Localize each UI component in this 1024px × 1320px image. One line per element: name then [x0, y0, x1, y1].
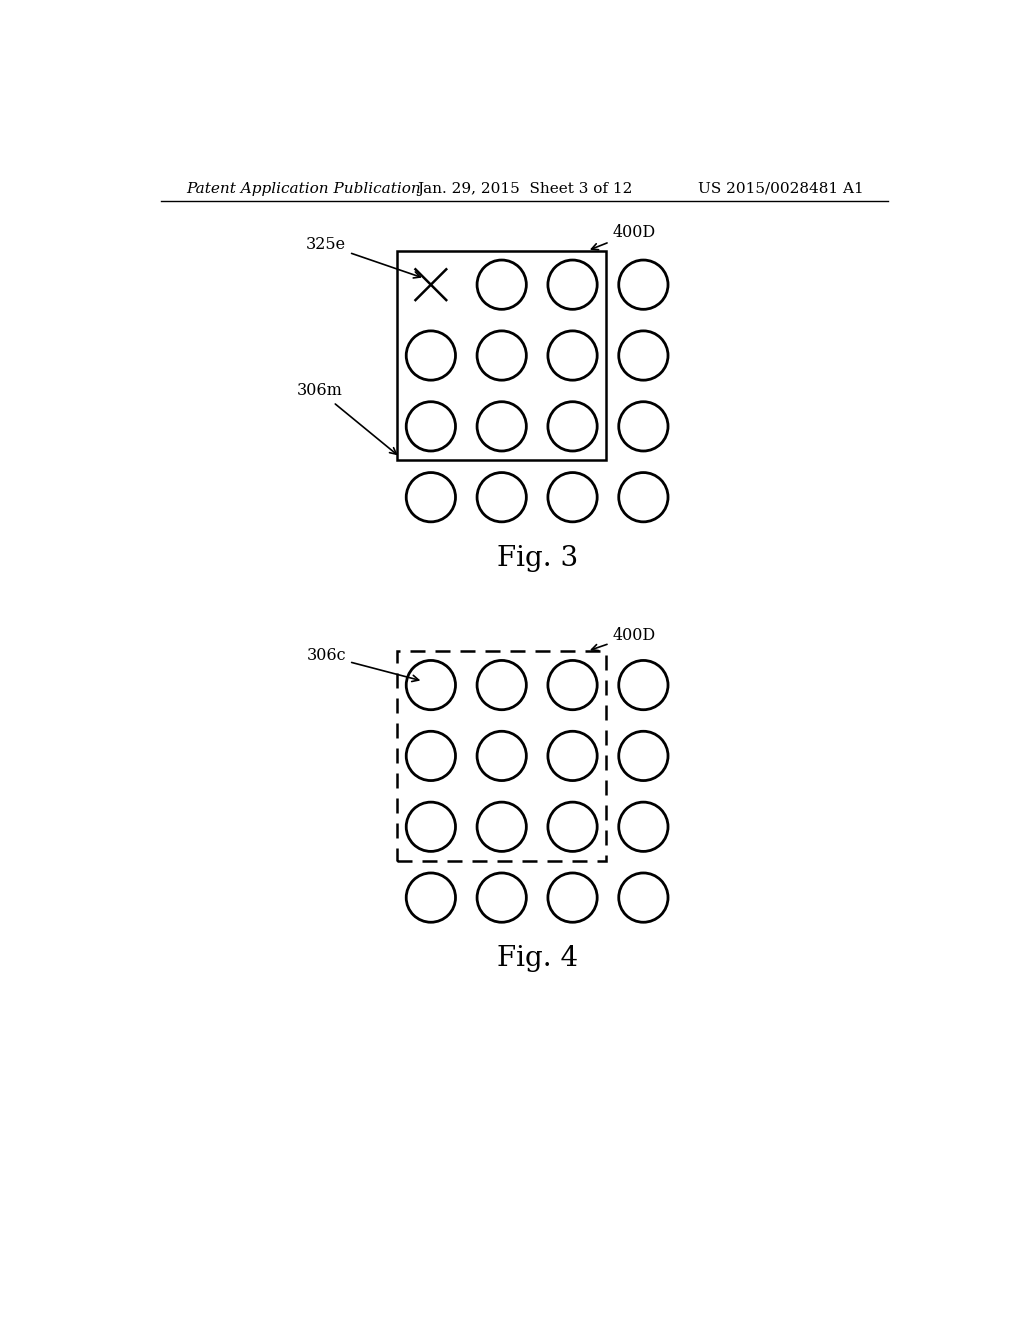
Text: Fig. 4: Fig. 4 [497, 945, 578, 973]
Text: 306c: 306c [306, 647, 419, 681]
Text: 400D: 400D [592, 224, 655, 249]
Text: US 2015/0028481 A1: US 2015/0028481 A1 [697, 182, 863, 195]
Bar [397, 251, 606, 461]
Text: Patent Application Publication: Patent Application Publication [186, 182, 421, 195]
Text: 306m: 306m [296, 383, 396, 454]
Text: Jan. 29, 2015  Sheet 3 of 12: Jan. 29, 2015 Sheet 3 of 12 [417, 182, 633, 195]
Bar [397, 651, 606, 861]
Text: 400D: 400D [592, 627, 655, 651]
Text: 325e: 325e [306, 236, 420, 279]
Text: Fig. 3: Fig. 3 [497, 545, 578, 572]
